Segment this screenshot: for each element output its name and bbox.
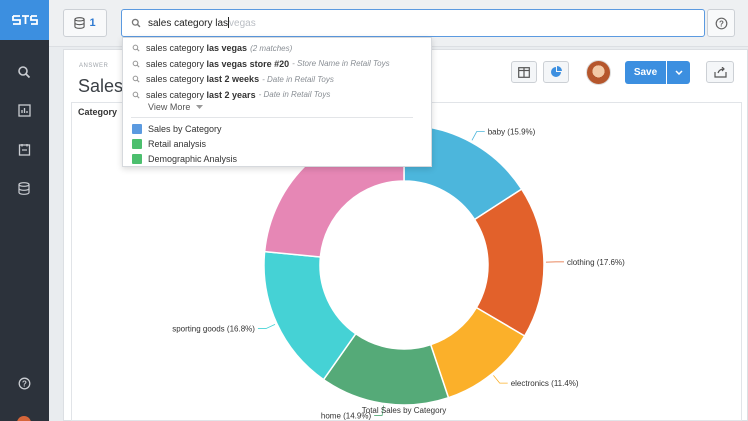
suggestion-completion: las vegas [206, 43, 248, 53]
search-icon [132, 91, 140, 99]
user-avatar-small[interactable] [17, 416, 31, 421]
answer-doc-icon [132, 124, 142, 134]
sidebar: ? [0, 0, 49, 421]
caret-down-icon [196, 105, 204, 109]
dropdown-divider [131, 117, 413, 118]
database-icon [74, 17, 86, 29]
search-autocomplete-ghost: vegas [229, 18, 256, 29]
search-suggestions-dropdown: sales category las vegas (2 matches) sales… [122, 37, 432, 167]
chevron-down-icon [674, 70, 683, 75]
suggestion-item[interactable]: sales category last 2 weeks - Date in Ret… [132, 72, 334, 86]
search-query: sales category lasvegas [148, 17, 256, 29]
search-icon [131, 18, 141, 28]
pinboard-doc-icon [132, 139, 142, 149]
search-icon [132, 60, 140, 68]
logo-mark [11, 15, 38, 25]
svg-text:?: ? [719, 19, 724, 28]
table-icon [518, 66, 530, 78]
suggestion-item[interactable]: sales category las vegas (2 matches) [132, 41, 292, 55]
slice-label-leader [493, 375, 508, 384]
answer-label: ANSWER [79, 63, 109, 69]
suggestion-completion: las vegas store #20 [206, 58, 290, 69]
column-header-category[interactable]: Category [78, 107, 118, 117]
document-label: Demographic Analysis [148, 154, 238, 164]
search-icon [132, 44, 140, 52]
suggestion-item[interactable]: sales category last 2 years - Date in Ret… [132, 88, 330, 102]
slice-label: sporting goods (16.8%) [172, 325, 255, 334]
slice-label: electronics (11.4%) [511, 379, 579, 388]
document-label: Retail analysis [148, 139, 207, 149]
user-avatar[interactable] [586, 60, 611, 85]
svg-text:?: ? [22, 379, 27, 388]
suggestion-prefix: sales category [146, 43, 207, 53]
share-icon [713, 66, 727, 78]
help-icon[interactable]: ? [14, 373, 34, 393]
suggestion-note: - Date in Retail Toys [262, 74, 334, 84]
suggestion-prefix: sales category [146, 89, 207, 100]
suggestion-completion: last 2 years [206, 89, 256, 100]
pinboard-icon[interactable] [14, 139, 34, 159]
suggestion-note: - Date in Retail Toys [258, 90, 331, 99]
slice-label: baby (15.9%) [488, 128, 536, 137]
document-label: Sales by Category [148, 124, 222, 134]
slice-label-leader [374, 405, 384, 416]
slice-label-leader [471, 131, 485, 141]
app-logo[interactable] [0, 0, 49, 40]
suggestion-note: - Store Name in Retail Toys [292, 59, 390, 68]
view-more-button[interactable]: View More [148, 102, 204, 112]
answers-icon[interactable] [14, 100, 34, 120]
pie-chart-icon [551, 66, 562, 77]
table-view-button[interactable] [511, 61, 537, 83]
share-button[interactable] [706, 61, 734, 83]
chart-title: Total Sales by Category [362, 406, 447, 415]
slice-label: clothing (17.6%) [567, 258, 625, 267]
data-icon[interactable] [14, 178, 34, 198]
suggestion-completion: last 2 weeks [206, 74, 260, 84]
search-icon [132, 75, 140, 83]
suggestion-prefix: sales category [146, 58, 207, 69]
suggestion-prefix: sales category [146, 74, 207, 84]
help-button[interactable]: ? [707, 9, 735, 37]
search-input[interactable]: sales category lasvegas [121, 9, 705, 37]
search-icon[interactable] [14, 62, 34, 82]
view-more-label: View More [148, 102, 191, 112]
slice-label-leader [257, 324, 276, 329]
data-sources-button[interactable]: 1 [63, 9, 107, 37]
save-dropdown-button[interactable] [667, 61, 690, 84]
suggestion-note: (2 matches) [250, 43, 293, 53]
help-icon: ? [715, 17, 727, 29]
search-typed: sales category las [148, 18, 229, 29]
save-button[interactable]: Save [625, 61, 666, 84]
slice-label: home (14.9%) [321, 411, 372, 420]
suggestion-item[interactable]: sales category las vegas store #20- Stor… [132, 57, 390, 71]
sources-count: 1 [89, 17, 96, 29]
document-item[interactable]: Retail analysis [132, 139, 206, 149]
pinboard-doc-icon [132, 154, 142, 164]
chart-view-button[interactable] [543, 61, 569, 83]
document-item[interactable]: Demographic Analysis [132, 154, 237, 164]
document-item[interactable]: Sales by Category [132, 124, 222, 134]
answer-title[interactable]: Sales [78, 76, 124, 96]
